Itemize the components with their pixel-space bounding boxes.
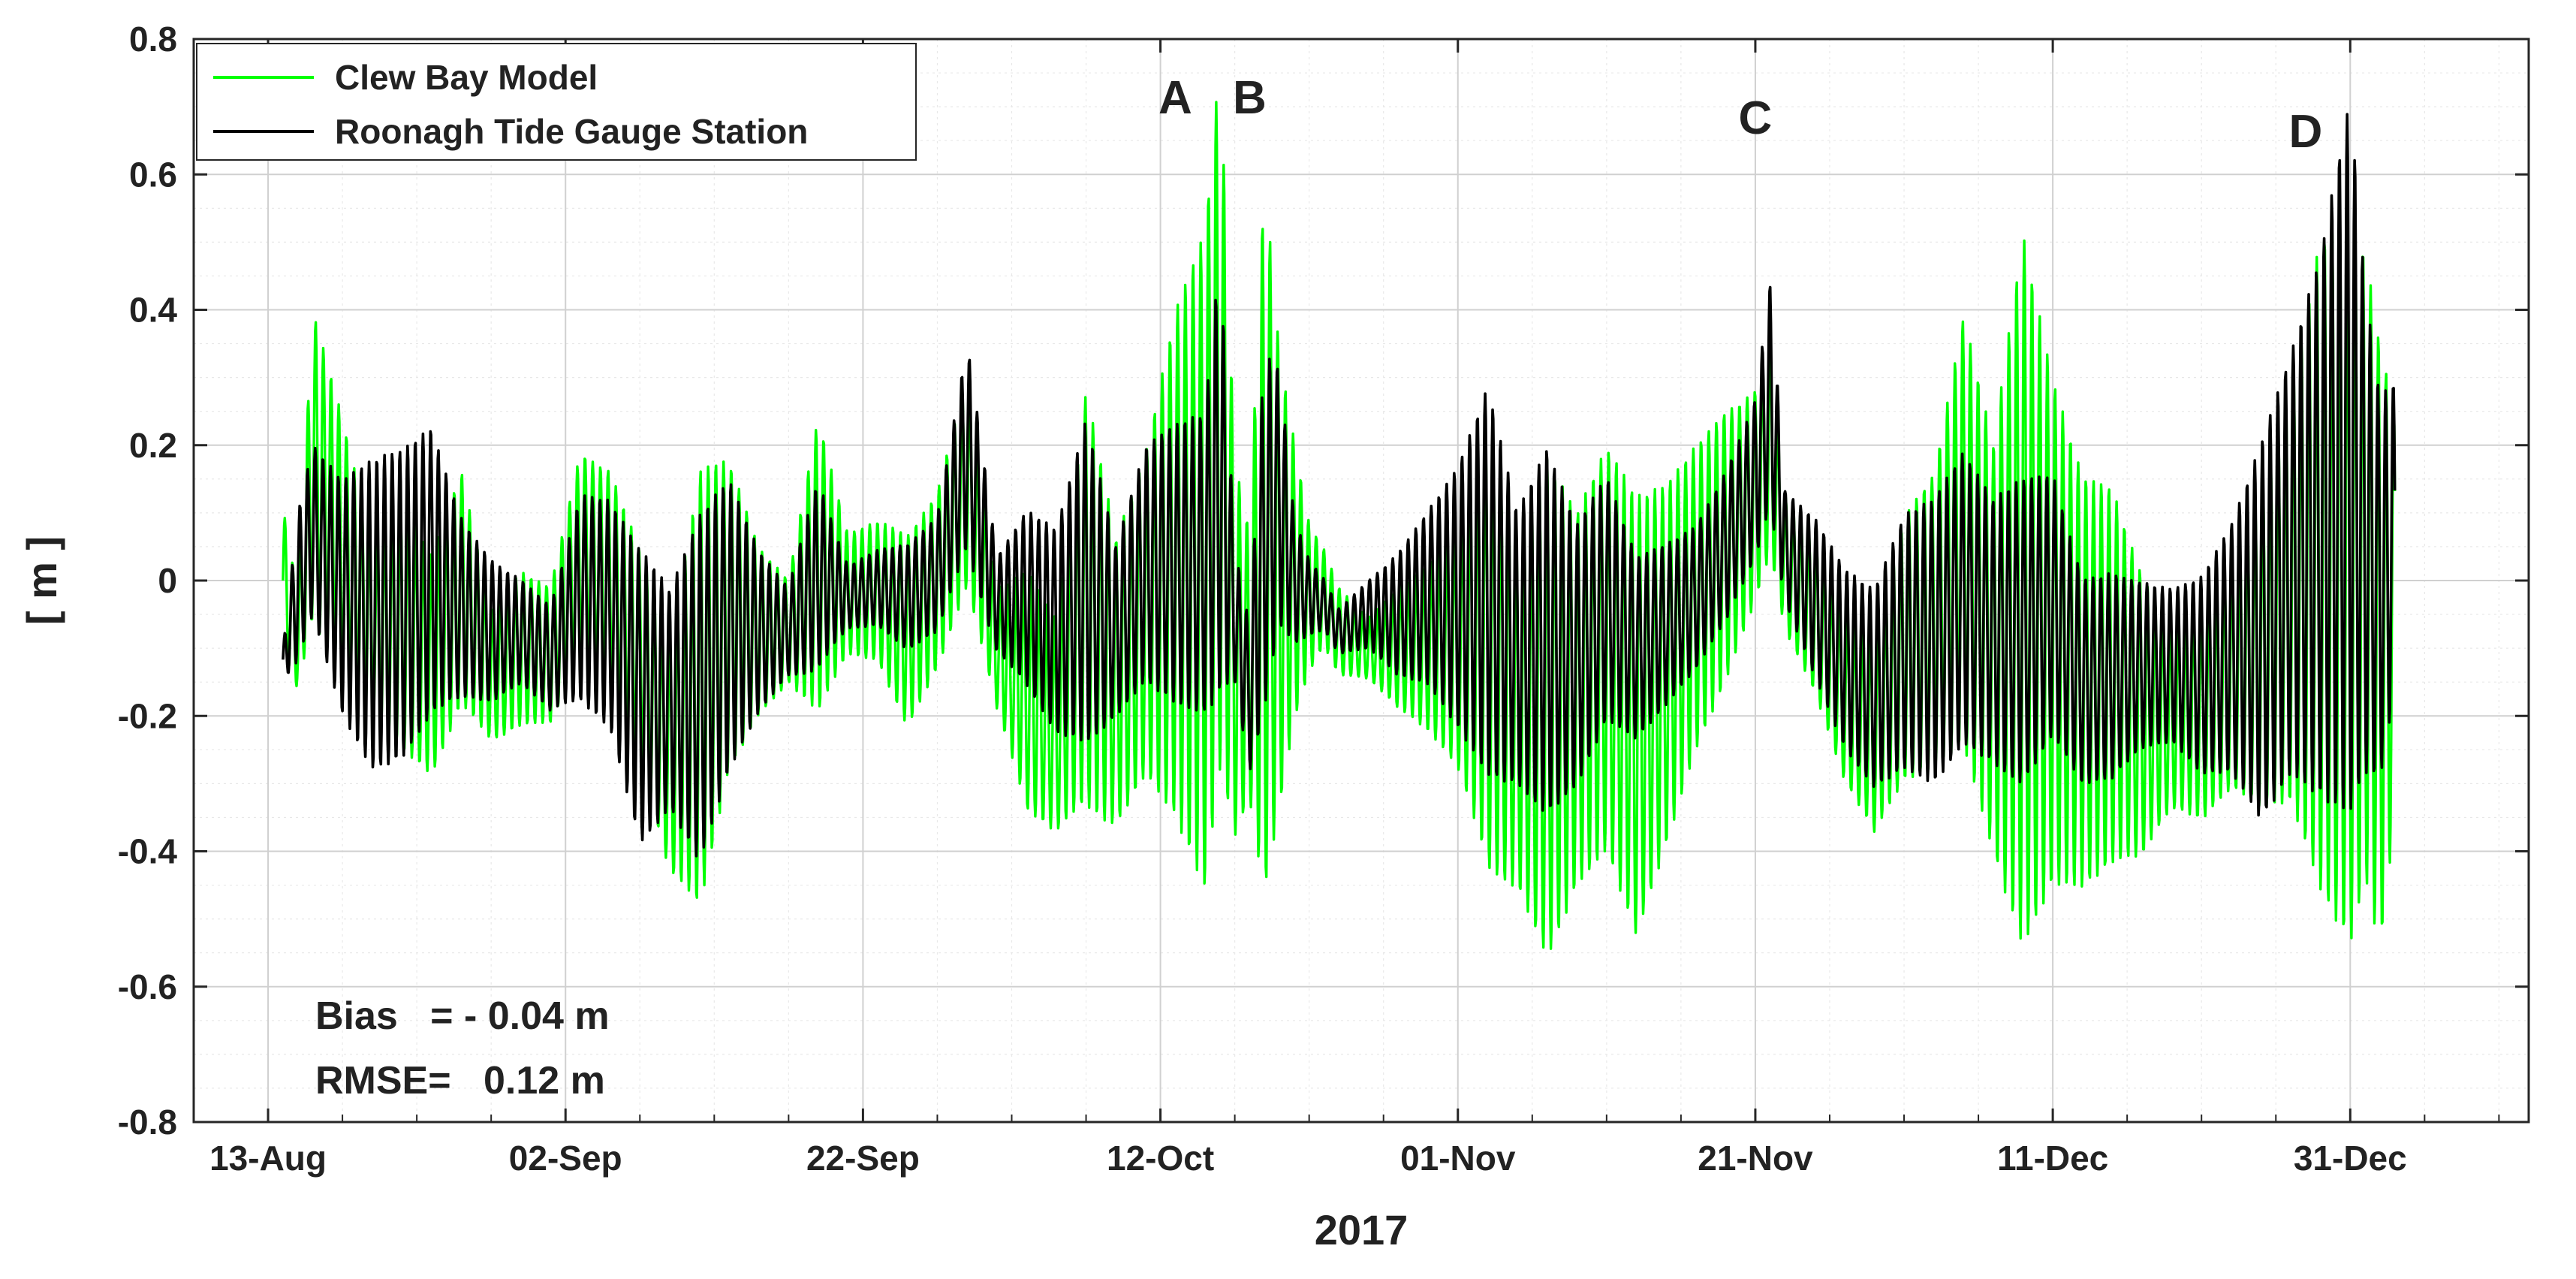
series-layer bbox=[282, 101, 2397, 950]
event-label-a: A bbox=[1158, 72, 1192, 124]
x-tick-label: 13-Aug bbox=[209, 1139, 327, 1178]
rmse-text: RMSE= 0.12 m bbox=[315, 1059, 605, 1103]
x-tick-label: 21-Nov bbox=[1698, 1139, 1813, 1178]
legend: Clew Bay Model Roonagh Tide Gauge Station bbox=[196, 43, 917, 161]
y-tick-label: 0.6 bbox=[129, 155, 177, 194]
bias-text: Bias = - 0.04 m bbox=[315, 994, 610, 1038]
grid-lines bbox=[193, 38, 2529, 1123]
x-tick-label: 31-Dec bbox=[2294, 1139, 2407, 1178]
legend-label-roonagh-tide-gauge-station: Roonagh Tide Gauge Station bbox=[335, 112, 808, 151]
x-tick-label: 12-Oct bbox=[1107, 1139, 1214, 1178]
x-tick-label: 01-Nov bbox=[1400, 1139, 1516, 1178]
legend-box bbox=[196, 43, 917, 161]
x-tick-label: 02-Sep bbox=[509, 1139, 622, 1178]
y-tick-label: -0.6 bbox=[118, 967, 177, 1006]
series-line-roonagh-tide-gauge-station bbox=[282, 113, 2397, 858]
event-label-b: B bbox=[1233, 72, 1267, 124]
legend-label-clew-bay-model: Clew Bay Model bbox=[335, 58, 598, 97]
x-axis-title: 2017 bbox=[1315, 1206, 1409, 1253]
y-tick-label: 0.4 bbox=[129, 291, 177, 330]
axis-ticks: -0.8 -0.6 -0.4 -0.2 0 0.2 0.4 0.6 0.8 13-Aug 02-Se… bbox=[118, 20, 2529, 1178]
x-tick-label: 11-Dec bbox=[1997, 1139, 2108, 1178]
y-tick-label: -0.8 bbox=[118, 1103, 177, 1142]
y-axis-title: [ m ] bbox=[18, 536, 65, 625]
event-label-c: C bbox=[1739, 92, 1773, 144]
y-tick-label: 0 bbox=[158, 561, 177, 600]
y-tick-label: 0.2 bbox=[129, 426, 177, 465]
y-tick-label: 0.8 bbox=[129, 20, 177, 59]
stats-box: Bias = - 0.04 m RMSE= 0.12 m bbox=[315, 994, 610, 1103]
y-tick-label: -0.4 bbox=[118, 832, 178, 871]
event-label-d: D bbox=[2288, 106, 2322, 158]
x-tick-label: 22-Sep bbox=[806, 1139, 920, 1178]
y-tick-label: -0.2 bbox=[118, 696, 177, 735]
